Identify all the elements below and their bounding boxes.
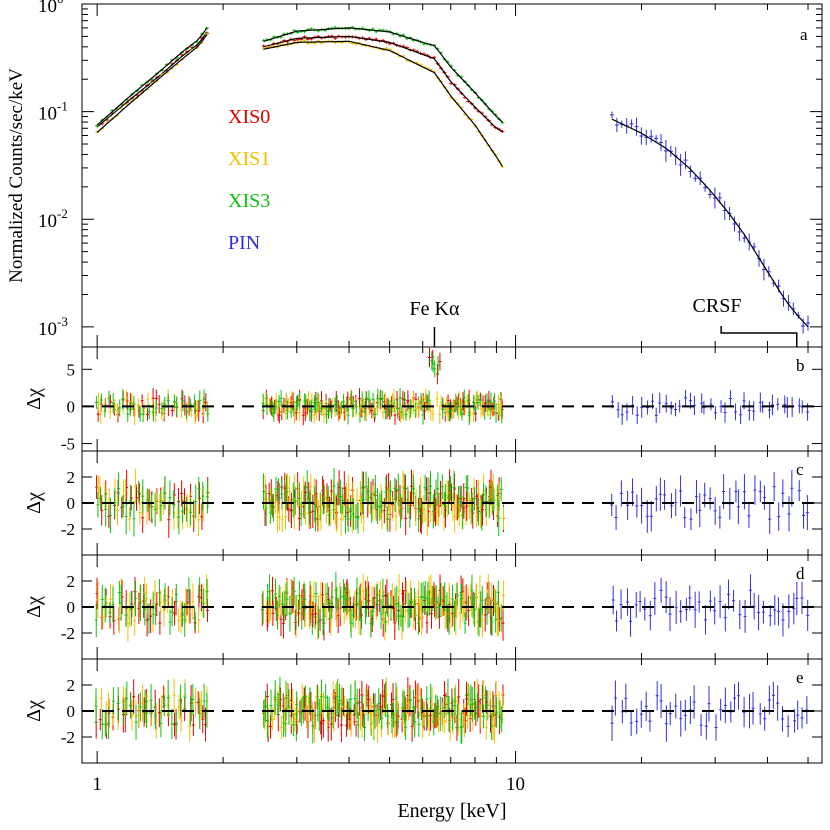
crsf-marker [720,326,798,347]
ytick-label: 10-3 [38,314,68,340]
panel-label-e: e [796,668,804,687]
y-axis-label: Δχ [23,388,45,410]
series-xis0 [95,31,505,133]
panel-a: XIS0 XIS1 XIS3 PIN Fe Kα CRSF a 100 10-1 10-2 10-3… [6,0,822,347]
panel-d: -2 0 2 Δχ d [23,564,822,643]
panel-label-d: d [796,564,805,583]
model-line [96,27,503,126]
ytick-label: 0 [67,494,76,513]
panel-e: -2 0 2 Δχ e [23,668,822,747]
xtick-label: 10 [506,774,525,795]
y-axis-label: Δχ [23,492,45,514]
panel-frame [81,658,823,764]
y-axis-label: Normalized Counts/sec/keV [6,68,27,283]
annotation-fe-ka: Fe Kα [410,298,460,320]
y-axis-label: Δχ [23,596,45,618]
ytick-label: 2 [67,572,76,591]
ytick-label: 2 [67,468,76,487]
panel-label-a: a [800,25,808,44]
ytick-label: -2 [61,520,75,539]
panel-b: -5 0 5 Δχ b [23,347,822,454]
ytick-label: 100 [38,0,64,17]
y-axis-label: Δχ [23,700,45,722]
series-xis1 [95,32,505,169]
ytick-label: 0 [67,598,76,617]
ytick-label: 10-1 [38,99,68,125]
panel-c: -2 0 2 Δχ c [23,460,822,539]
model-line [96,34,503,167]
series-pin [609,111,811,334]
annotation-crsf: CRSF [693,295,742,317]
x-axis-label: Energy [keV] [397,800,506,822]
legend-xis0: XIS0 [228,106,270,128]
ytick-label: 10-2 [38,206,68,232]
ytick-label: 2 [67,676,76,695]
ytick-label: -5 [61,435,75,454]
ytick-label: 0 [67,397,76,416]
legend-pin: PIN [228,232,260,254]
model-line [611,118,809,328]
legend-xis1: XIS1 [228,148,270,170]
ytick-label: -2 [61,624,75,643]
legend-xis3: XIS3 [228,190,270,212]
panel-label-b: b [796,356,805,375]
ytick-label: 0 [67,702,76,721]
xtick-label: 1 [92,774,102,795]
ytick-label: -2 [61,728,75,747]
series-xis3 [95,25,505,128]
ytick-label: 5 [67,360,76,379]
panel-label-c: c [796,460,804,479]
